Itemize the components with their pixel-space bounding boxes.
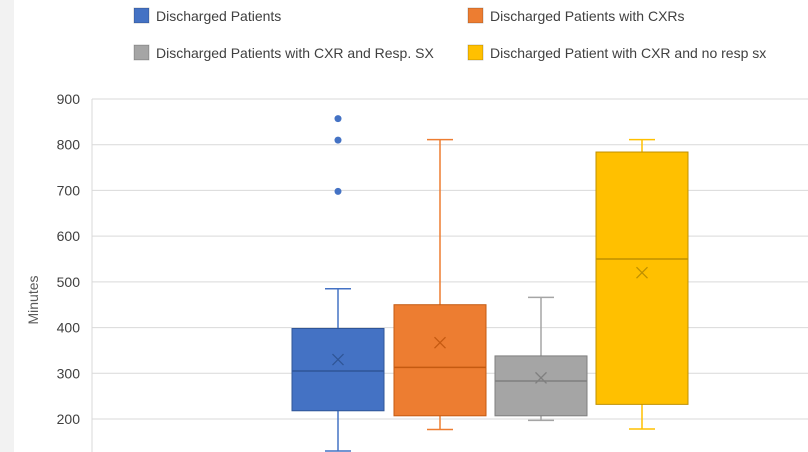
legend-label: Discharged Patient with CXR and no resp … bbox=[490, 45, 766, 61]
box-body bbox=[393, 304, 487, 417]
box-series bbox=[291, 115, 689, 452]
mean-marker bbox=[434, 336, 446, 349]
legend-item: Discharged Patients with CXRs bbox=[467, 7, 685, 24]
legend-label: Discharged Patients with CXRs bbox=[490, 8, 685, 24]
y-tick-label: 600 bbox=[57, 228, 81, 244]
y-tick-label: 700 bbox=[57, 182, 81, 198]
y-tick-label: 500 bbox=[57, 274, 81, 290]
box-body bbox=[291, 327, 385, 412]
legend-item: Discharged Patients bbox=[133, 7, 281, 24]
y-tick-label: 400 bbox=[57, 320, 81, 336]
outlier-point bbox=[334, 115, 342, 123]
box-series-item bbox=[291, 115, 385, 452]
box-series-item bbox=[595, 138, 689, 430]
mean-marker bbox=[332, 353, 344, 366]
legend-label: Discharged Patients bbox=[156, 8, 281, 24]
y-tick-label: 900 bbox=[57, 91, 81, 107]
legend-swatch bbox=[467, 44, 484, 61]
box-body bbox=[595, 151, 689, 405]
outlier-point bbox=[334, 136, 342, 144]
legend-item: Discharged Patient with CXR and no resp … bbox=[467, 44, 766, 61]
y-tick-label: 300 bbox=[57, 365, 81, 381]
box-series-item bbox=[494, 296, 588, 422]
y-axis-tick-labels: 200 300 400 500 600 700 800 900 bbox=[57, 91, 81, 427]
legend: Discharged Patients Discharged Patients w… bbox=[133, 7, 766, 61]
legend-label: Discharged Patients with CXR and Resp. S… bbox=[156, 45, 434, 61]
box-body bbox=[494, 355, 588, 417]
legend-item: Discharged Patients with CXR and Resp. S… bbox=[133, 44, 434, 61]
mean-marker bbox=[535, 371, 547, 384]
y-axis-title: Minutes bbox=[25, 275, 41, 324]
mean-marker bbox=[636, 266, 648, 279]
legend-swatch bbox=[133, 7, 150, 24]
legend-swatch bbox=[133, 44, 150, 61]
box-series-item bbox=[393, 138, 487, 431]
outlier-point bbox=[334, 187, 342, 195]
y-tick-label: 200 bbox=[57, 411, 81, 427]
y-tick-label: 800 bbox=[57, 137, 81, 153]
panel-edge bbox=[0, 0, 14, 452]
legend-swatch bbox=[467, 7, 484, 24]
